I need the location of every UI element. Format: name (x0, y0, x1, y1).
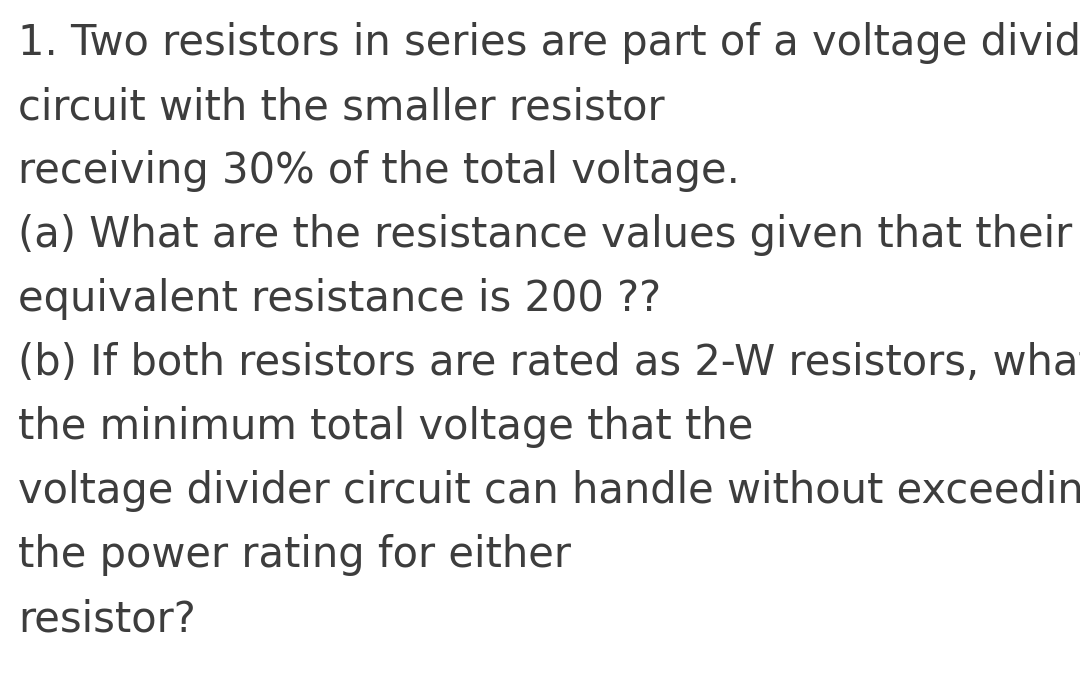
Text: circuit with the smaller resistor: circuit with the smaller resistor (18, 86, 664, 128)
Text: the power rating for either: the power rating for either (18, 534, 571, 576)
Text: the minimum total voltage that the: the minimum total voltage that the (18, 406, 754, 448)
Text: 1. Two resistors in series are part of a voltage divider: 1. Two resistors in series are part of a… (18, 22, 1080, 64)
Text: receiving 30% of the total voltage.: receiving 30% of the total voltage. (18, 150, 740, 192)
Text: (a) What are the resistance values given that their: (a) What are the resistance values given… (18, 214, 1072, 256)
Text: voltage divider circuit can handle without exceeding: voltage divider circuit can handle witho… (18, 470, 1080, 512)
Text: equivalent resistance is 200 ??: equivalent resistance is 200 ?? (18, 278, 661, 320)
Text: resistor?: resistor? (18, 598, 195, 640)
Text: (b) If both resistors are rated as 2-W resistors, what is: (b) If both resistors are rated as 2-W r… (18, 342, 1080, 384)
